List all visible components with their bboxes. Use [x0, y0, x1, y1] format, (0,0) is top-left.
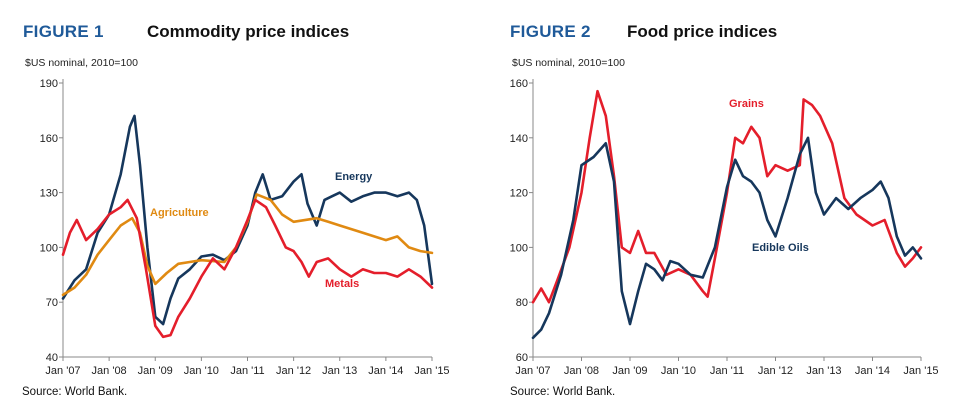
- commodity-price-chart: 40 70 100 130 160 190 Jan '07 Jan '08 Jan '09 Jan…: [40, 78, 450, 377]
- x-tick-label: Jan '12: [758, 365, 793, 377]
- series-label-agriculture: Agriculture: [150, 207, 209, 219]
- series-line-grains: [531, 89, 923, 304]
- y-tick-label: 140: [510, 133, 528, 145]
- x-tick-label: Jan '14: [368, 365, 403, 377]
- chart-subtitle: $US nominal, 2010=100: [512, 57, 625, 69]
- y-tick-label: 190: [40, 78, 58, 90]
- x-tick-label: Jan '15: [414, 365, 449, 377]
- x-tick-label: Jan '15: [903, 365, 938, 377]
- x-tick-label: Jan '09: [612, 365, 647, 377]
- figure-label: FIGURE 2: [510, 22, 591, 41]
- y-tick-label: 120: [510, 188, 528, 200]
- x-tick-label: Jan '11: [710, 365, 744, 377]
- y-tick-label: 60: [516, 352, 528, 364]
- y-tick-label: 130: [40, 188, 58, 200]
- y-tick-label: 160: [510, 78, 528, 90]
- x-tick-label: Jan '13: [806, 365, 841, 377]
- y-tick-label: 70: [46, 297, 58, 309]
- food-price-chart: 60 80 100 120 140 160 Jan '07 Jan '08 Jan '09 Jan…: [510, 78, 939, 377]
- x-tick-label: Jan '10: [184, 365, 219, 377]
- series-label-metals: Metals: [325, 278, 359, 290]
- chart-title: Commodity price indices: [147, 22, 350, 41]
- source-note: Source: World Bank.: [22, 386, 128, 398]
- series-label-grains: Grains: [729, 98, 764, 110]
- y-tick-label: 100: [510, 242, 528, 254]
- x-tick-label: Jan '08: [564, 365, 599, 377]
- y-tick-label: 160: [40, 133, 58, 145]
- y-tick-label: 40: [46, 352, 58, 364]
- x-tick-label: Jan '07: [515, 365, 550, 377]
- x-tick-label: Jan '12: [276, 365, 311, 377]
- y-tick-label: 100: [40, 242, 58, 254]
- chart-title: Food price indices: [627, 22, 778, 41]
- source-note: Source: World Bank.: [510, 386, 616, 398]
- y-tick-label: 80: [516, 297, 528, 309]
- x-tick-label: Jan '07: [45, 365, 80, 377]
- series-line-agriculture: [61, 193, 434, 297]
- x-tick-label: Jan '10: [661, 365, 696, 377]
- figure-2-panel: FIGURE 2 Food price indices $US nominal,…: [480, 0, 960, 411]
- x-tick-label: Jan '09: [138, 365, 173, 377]
- chart-subtitle: $US nominal, 2010=100: [25, 57, 138, 69]
- x-tick-label: Jan '08: [92, 365, 127, 377]
- figure-1-panel: FIGURE 1 Commodity price indices $US nom…: [22, 22, 450, 398]
- series-label-edible-oils: Edible Oils: [752, 242, 809, 254]
- figure-label: FIGURE 1: [23, 22, 104, 41]
- series-line-edible-oils: [531, 136, 923, 340]
- x-tick-label: Jan '13: [322, 365, 357, 377]
- x-tick-label: Jan '11: [230, 365, 264, 377]
- series-label-energy: Energy: [335, 171, 373, 183]
- series-line-metals: [61, 198, 434, 339]
- x-tick-label: Jan '14: [855, 365, 890, 377]
